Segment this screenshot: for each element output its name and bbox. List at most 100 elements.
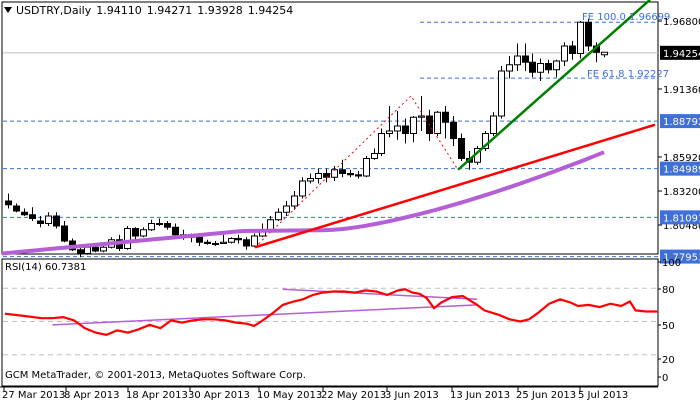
price-axis-label: 1.83200 <box>663 187 700 198</box>
bear-candle <box>402 125 409 134</box>
moving-average-line <box>1 150 605 256</box>
bear-candle <box>243 239 250 247</box>
bear-candle <box>53 215 60 227</box>
bear-candle <box>235 238 242 241</box>
bull-candle <box>299 180 306 197</box>
bear-candle <box>37 220 44 224</box>
bear-candle <box>347 173 354 176</box>
bull-candle <box>394 125 401 132</box>
open-value: 1.94110 <box>96 4 142 17</box>
price-tag-label: 1.94254 <box>663 49 700 60</box>
bull-candle <box>283 205 290 213</box>
bear-candle <box>92 246 99 252</box>
bear-candle <box>522 55 529 63</box>
fe100-label: FE 100.0 1.96699 <box>582 12 670 23</box>
bear-candle <box>196 236 203 243</box>
rsi-trendline <box>282 288 478 301</box>
bull-candle <box>482 133 489 149</box>
low-value: 1.93928 <box>197 4 243 17</box>
rsi-line <box>4 288 658 336</box>
bear-candle <box>529 61 536 73</box>
red-trendline <box>254 123 656 249</box>
close-value: 1.94254 <box>247 4 294 17</box>
bull-candle <box>386 130 393 134</box>
time-axis-label: 18 Apr 2013 <box>126 390 188 401</box>
bull-candle <box>514 55 521 66</box>
bull-candle <box>291 195 298 207</box>
bear-candle <box>164 223 171 228</box>
time-axis-label: 27 Mar 2013 <box>2 390 65 401</box>
bear-candle <box>5 200 12 206</box>
fibo-expansion-lines <box>254 95 459 248</box>
bull-candle <box>45 215 52 224</box>
bull-candle <box>410 116 417 134</box>
bear-candle <box>61 225 68 242</box>
bull-candle <box>331 169 338 178</box>
bull-candle <box>506 64 513 72</box>
price-panel-frame <box>1 1 659 255</box>
price-tag-label: 1.84989 <box>663 165 700 176</box>
bear-candle <box>77 249 84 254</box>
bear-candle <box>339 169 346 174</box>
time-axis-label: 10 May 2013 <box>257 390 322 401</box>
bull-candle <box>307 178 314 182</box>
bull-candle <box>537 63 544 73</box>
time-axis-label: 3 Jun 2013 <box>385 390 439 401</box>
bull-candle <box>434 111 441 134</box>
bull-candle <box>124 228 131 249</box>
rsi-label: RSI(14) 60.7381 <box>5 262 87 273</box>
time-axis-label: 30 Apr 2013 <box>188 390 250 401</box>
bear-candle <box>450 121 457 139</box>
bull-candle <box>561 45 568 62</box>
price-axis-label: 1.85920 <box>663 153 700 164</box>
bull-candle <box>140 229 147 237</box>
current-price-tag <box>660 45 700 60</box>
high-value: 1.94271 <box>146 4 193 17</box>
price-tag-label: 1.88792 <box>663 117 700 128</box>
fe618-label: FE 61.8 1.92227 <box>587 69 669 80</box>
bull-candle <box>148 223 155 231</box>
rsi-axis-label: 0 <box>662 373 668 384</box>
bear-candle <box>442 111 449 123</box>
level-price-tag <box>660 114 700 129</box>
price-tag-label: 1.77953 <box>663 253 700 264</box>
price-axis-label: 1.80480 <box>663 221 700 232</box>
time-axis-label: 25 Jun 2013 <box>516 390 576 401</box>
bear-candle <box>585 21 592 47</box>
bull-candle <box>498 70 505 117</box>
bull-candle <box>363 158 370 177</box>
rsi-axis-label: 80 <box>662 285 675 296</box>
price-axis-label: 1.91360 <box>663 85 700 96</box>
bear-candle <box>132 228 139 237</box>
bull-candle <box>601 51 608 56</box>
green-trendline <box>457 0 651 171</box>
level-price-tag <box>660 161 700 176</box>
bull-candle <box>100 246 107 252</box>
bull-candle <box>228 238 235 243</box>
bear-candle <box>458 138 465 159</box>
rsi-axis-label: 20 <box>662 355 675 366</box>
bull-candle <box>553 60 560 71</box>
bull-candle <box>84 246 91 254</box>
bear-candle <box>21 211 28 216</box>
bull-candle <box>378 133 385 154</box>
symbol-menu-triangle-icon[interactable] <box>4 7 12 13</box>
bull-candle <box>156 223 163 225</box>
symbol-label: USDTRY,Daily <box>16 4 92 17</box>
bull-candle <box>220 241 227 244</box>
price-axis-label: 1.96800 <box>663 17 700 28</box>
bear-candle <box>569 45 576 54</box>
bear-candle <box>13 205 20 212</box>
copyright-text: GCM MetaTrader, © 2001-2013, MetaQuotes … <box>5 370 306 381</box>
time-axis-label: 5 Jul 2013 <box>578 390 628 401</box>
bull-candle <box>577 21 584 54</box>
bull-candle <box>251 235 258 247</box>
rsi-axis-label: 50 <box>662 321 675 332</box>
rsi-trendline <box>52 304 478 326</box>
bear-candle <box>355 174 362 177</box>
bull-candle <box>315 173 322 179</box>
rsi-axis-label: 100 <box>662 258 681 269</box>
